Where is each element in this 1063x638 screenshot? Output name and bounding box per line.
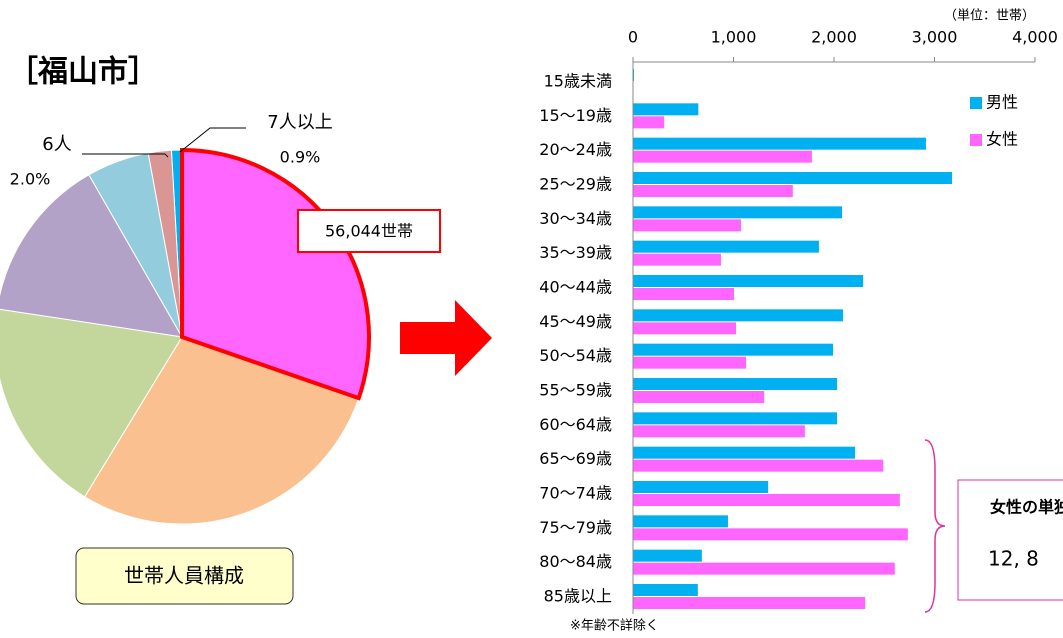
box-value: 12, 8 bbox=[988, 547, 1039, 571]
slice-value: 2.0% bbox=[10, 170, 51, 189]
y-tick-label: 70〜74歳 bbox=[539, 484, 612, 503]
bar bbox=[633, 240, 819, 253]
y-tick-label: 45〜49歳 bbox=[539, 312, 612, 331]
x-tick-label: 1,000 bbox=[711, 28, 757, 47]
bar bbox=[633, 481, 769, 493]
y-tick-label: 85歳以上 bbox=[544, 587, 612, 606]
y-tick-label: 40〜44歳 bbox=[539, 278, 612, 297]
bar bbox=[633, 275, 864, 287]
bar bbox=[633, 549, 702, 562]
y-tick-label: 15歳未満 bbox=[544, 72, 612, 91]
legend-label: 男性 bbox=[986, 93, 1018, 112]
bar bbox=[633, 185, 793, 197]
bar bbox=[633, 391, 765, 403]
leader-line bbox=[179, 127, 246, 153]
pie-slice bbox=[0, 308, 183, 498]
legend-swatch bbox=[970, 97, 982, 109]
bar bbox=[633, 356, 747, 369]
bar bbox=[633, 206, 843, 219]
legend-label: 女性 bbox=[986, 130, 1018, 149]
y-tick-label: 35〜39歳 bbox=[539, 243, 612, 262]
slice-label: 7人以上 bbox=[267, 112, 332, 133]
bar bbox=[633, 425, 805, 438]
slice-value: 0.9% bbox=[280, 148, 321, 167]
callout-box bbox=[297, 209, 441, 253]
unit: （単位：世帯） bbox=[944, 8, 1035, 24]
y-tick-label: 75〜79歳 bbox=[539, 518, 612, 537]
x-tick-label: 0 bbox=[628, 28, 638, 47]
bar bbox=[633, 412, 838, 425]
bar bbox=[633, 515, 728, 528]
x-tick-label: 4,000 bbox=[1012, 28, 1058, 47]
bar bbox=[633, 322, 737, 335]
y-tick-label: 20〜24歳 bbox=[539, 140, 612, 159]
bar bbox=[633, 219, 742, 232]
caption: 世帯人員構成 bbox=[124, 564, 244, 588]
brace bbox=[924, 439, 946, 613]
x-tick-label: 2,000 bbox=[811, 28, 857, 47]
arrow bbox=[400, 300, 492, 376]
y-tick-label: 60〜64歳 bbox=[539, 415, 612, 434]
pie-slice bbox=[84, 336, 360, 525]
note: ※年齢不詳除く bbox=[570, 618, 659, 634]
y-tick-label: 80〜84歳 bbox=[539, 552, 612, 571]
y-tick-label: 65〜69歳 bbox=[539, 449, 612, 468]
bar bbox=[633, 494, 900, 506]
note-box bbox=[957, 479, 1063, 601]
bar bbox=[633, 137, 926, 150]
pie-slice bbox=[0, 174, 183, 338]
bar bbox=[633, 343, 833, 356]
y-tick-label: 30〜34歳 bbox=[539, 209, 612, 228]
box-title: 女性の単独 bbox=[990, 498, 1063, 517]
bar bbox=[633, 150, 812, 163]
x-tick-label: 3,000 bbox=[912, 28, 958, 47]
bar bbox=[633, 172, 953, 184]
bar bbox=[633, 103, 699, 116]
leader-line bbox=[82, 153, 169, 158]
slice-label: 6人 bbox=[42, 134, 71, 155]
bar bbox=[633, 309, 844, 322]
y-tick-label: 15〜19歳 bbox=[539, 106, 612, 125]
bar bbox=[633, 116, 665, 129]
bar bbox=[633, 459, 884, 472]
city-title: ［福山市］ bbox=[8, 55, 158, 90]
y-tick-label: 50〜54歳 bbox=[539, 346, 612, 365]
bar bbox=[633, 528, 908, 541]
legend-swatch bbox=[970, 134, 982, 146]
bar bbox=[633, 562, 895, 575]
y-tick-label: 25〜29歳 bbox=[539, 175, 612, 194]
bar bbox=[633, 253, 721, 266]
y-tick-label: 55〜59歳 bbox=[539, 381, 612, 400]
bar bbox=[633, 69, 635, 81]
bar bbox=[633, 584, 698, 596]
bar bbox=[633, 597, 866, 609]
bar bbox=[633, 378, 838, 390]
callout: 56,044世帯 bbox=[325, 222, 413, 241]
bar bbox=[633, 446, 856, 459]
bar bbox=[633, 288, 735, 300]
caption-box bbox=[75, 547, 294, 605]
